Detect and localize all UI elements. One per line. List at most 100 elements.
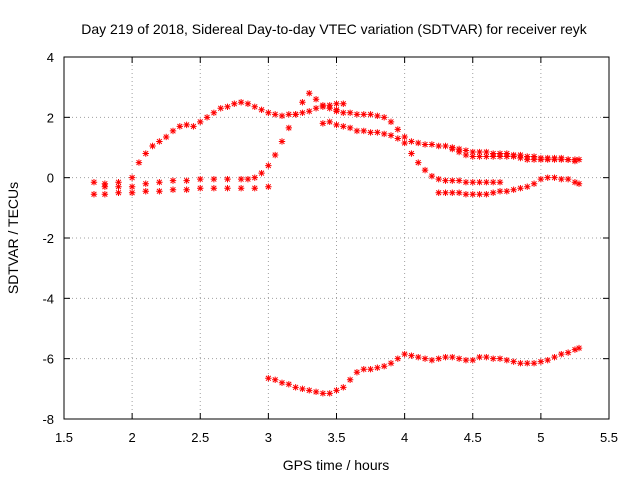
- data-point: [489, 189, 497, 196]
- data-point: [387, 132, 395, 139]
- data-point: [489, 153, 497, 160]
- data-point: [462, 356, 470, 364]
- data-point: [442, 177, 449, 184]
- data-point: [101, 183, 109, 190]
- data-point: [558, 175, 565, 183]
- data-point: [510, 358, 517, 365]
- data-point: [319, 390, 327, 397]
- data-point: [319, 102, 327, 109]
- data-point: [285, 381, 293, 388]
- data-point: [101, 191, 109, 198]
- data-point: [564, 156, 572, 163]
- data-point: [326, 118, 333, 126]
- x-tick-label: 5.5: [600, 430, 618, 445]
- data-point: [237, 99, 245, 106]
- data-point: [380, 130, 388, 138]
- data-point: [537, 156, 545, 163]
- data-point: [340, 384, 347, 391]
- data-point: [415, 353, 422, 361]
- data-point: [455, 148, 463, 156]
- data-point: [571, 178, 579, 186]
- data-point: [333, 108, 340, 115]
- data-point: [394, 135, 402, 142]
- data-point: [142, 188, 149, 195]
- data-point: [285, 111, 293, 118]
- data-point: [469, 148, 476, 156]
- data-point: [496, 355, 504, 362]
- data-point: [483, 148, 490, 156]
- data-point: [537, 175, 545, 183]
- data-point: [517, 185, 524, 192]
- data-point: [387, 359, 395, 367]
- data-point: [442, 353, 449, 361]
- data-point: [394, 126, 402, 133]
- data-point: [421, 166, 429, 174]
- data-point: [408, 138, 415, 145]
- x-tick-label: 5: [537, 430, 544, 445]
- data-point: [483, 153, 490, 160]
- data-point: [408, 352, 415, 359]
- data-point: [442, 142, 449, 150]
- data-point: [462, 178, 470, 186]
- data-point: [326, 390, 333, 397]
- axis-ticks: [63, 56, 610, 420]
- data-point: [224, 103, 231, 110]
- data-point: [142, 180, 149, 187]
- data-point: [496, 178, 504, 186]
- data-point: [319, 120, 327, 127]
- data-point: [551, 156, 558, 163]
- data-point: [197, 175, 204, 183]
- x-tick-label: 2: [129, 430, 136, 445]
- data-point: [360, 127, 367, 135]
- data-point: [449, 145, 456, 153]
- data-point: [374, 129, 381, 136]
- data-point: [169, 177, 177, 184]
- x-tick-label: 4.5: [464, 430, 482, 445]
- data-point: [292, 111, 299, 118]
- data-point: [312, 388, 320, 396]
- data-point: [217, 105, 224, 112]
- data-point: [258, 169, 265, 177]
- data-point: [483, 178, 490, 186]
- data-point: [564, 175, 572, 183]
- data-point: [210, 109, 218, 117]
- data-point: [156, 178, 163, 186]
- y-axis-title: SDTVAR / TECUs: [5, 182, 21, 294]
- data-point: [333, 387, 340, 394]
- data-point: [115, 189, 122, 196]
- data-point: [115, 183, 122, 190]
- tick-labels: 1.5 2 2.5 3 3.5 4 4.5 5 5.5 -8 -6 -4 -2 0 2 4: [42, 50, 618, 445]
- data-point: [469, 356, 476, 364]
- x-tick-label: 2.5: [191, 430, 209, 445]
- data-point: [306, 90, 313, 97]
- y-tick-label: -2: [42, 231, 54, 246]
- data-point: [367, 366, 374, 373]
- data-point: [340, 100, 347, 107]
- data-point: [469, 153, 476, 160]
- data-point: [169, 127, 177, 135]
- y-tick-label: 4: [47, 50, 54, 65]
- data-point: [462, 191, 470, 198]
- series-track-descending: [319, 118, 504, 186]
- data-point: [271, 376, 279, 383]
- data-point: [251, 185, 258, 192]
- data-point: [340, 123, 347, 130]
- chart-title: Day 219 of 2018, Sidereal Day-to-day VTE…: [81, 21, 587, 37]
- data-point: [510, 186, 517, 193]
- data-point: [575, 156, 583, 163]
- data-point: [278, 379, 286, 386]
- data-point: [135, 159, 143, 166]
- data-point: [231, 100, 238, 107]
- data-point: [326, 105, 333, 112]
- data-point: [340, 109, 347, 117]
- data-point: [517, 359, 524, 367]
- data-point: [203, 114, 211, 121]
- data-point: [224, 185, 231, 192]
- series-track-flat-mid: [101, 90, 340, 190]
- data-point: [353, 369, 361, 376]
- data-point: [469, 178, 476, 186]
- data-point: [537, 358, 545, 365]
- data-point: [90, 191, 98, 198]
- data-point: [237, 185, 245, 192]
